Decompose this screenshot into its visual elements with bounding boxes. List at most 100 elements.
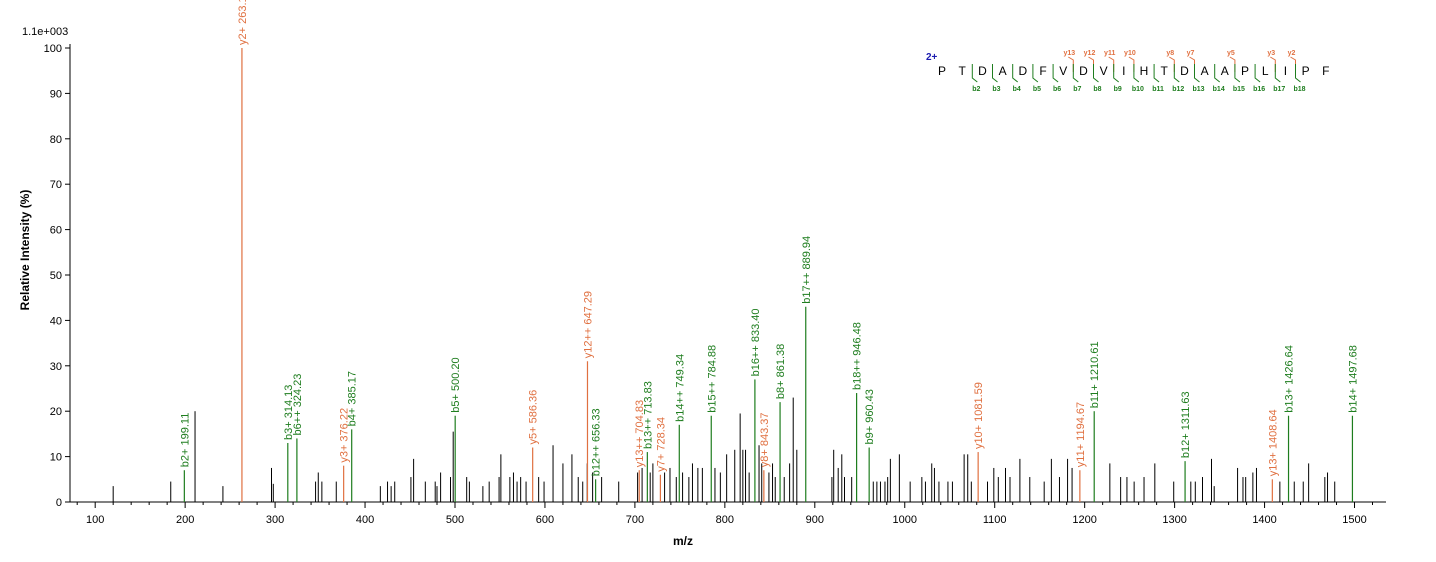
b-fragment-marker: [1194, 64, 1200, 83]
y-tick-label: 10: [50, 452, 62, 464]
b-ion-label: b8+ 861.38: [775, 344, 787, 399]
b-ion-label: b17++ 889.94: [801, 236, 813, 304]
y-ion-label: y13+ 1408.64: [1267, 409, 1279, 476]
x-tick-label: 1000: [893, 514, 917, 526]
x-tick-label: 300: [266, 514, 284, 526]
b-ion-label: b2+ 199.11: [179, 413, 191, 468]
b-fragment-marker: [1133, 64, 1140, 83]
b-fragment-label: b8: [1093, 86, 1101, 93]
b-ion-label: b16++ 833.40: [750, 309, 762, 377]
y-ion-label: y12++ 647.29: [582, 291, 594, 358]
x-tick-label: 1200: [1072, 514, 1096, 526]
b-fragment-label: b4: [1013, 86, 1021, 93]
sequence-residue: L: [1262, 64, 1269, 78]
b-fragment-marker: [1295, 64, 1301, 83]
y-ion-label: y13++ 704.83: [634, 400, 646, 467]
b-fragment-marker: [1113, 64, 1120, 83]
b-fragment-marker: [1093, 64, 1099, 83]
b-fragment-marker: [1012, 64, 1019, 83]
b-fragment-label: b17: [1273, 86, 1285, 93]
b-fragment-label: b6: [1053, 86, 1061, 93]
y-fragment-marker: [1068, 56, 1074, 72]
y-fragment-marker: [1229, 56, 1236, 72]
y-ion-label: y5+ 586.36: [528, 390, 540, 445]
y-fragment-marker: [1169, 56, 1175, 72]
b-ion-label: b5+ 500.20: [450, 357, 462, 412]
b-fragment-label: b16: [1253, 86, 1265, 93]
b-fragment-marker: [1254, 64, 1261, 83]
y-fragment-marker: [1290, 56, 1296, 72]
b-ion-label: b13+ 1426.64: [1284, 345, 1296, 413]
b-fragment-label: b18: [1293, 86, 1305, 93]
y-tick-label: 70: [50, 179, 62, 191]
sequence-residue: T: [1161, 64, 1169, 78]
y-fragment-label: y11: [1104, 50, 1115, 57]
x-tick-label: 1100: [983, 514, 1007, 526]
b-ion-label: b14++ 749.34: [674, 354, 686, 422]
y-ion-label: y2+ 263.14: [237, 0, 249, 45]
y-fragment-label: y13: [1063, 50, 1075, 57]
y-fragment-label: y8: [1166, 50, 1174, 57]
b-fragment-marker: [971, 64, 978, 83]
y-fragment-label: y7: [1187, 50, 1195, 57]
x-tick-label: 100: [86, 514, 104, 526]
b-fragment-label: b2: [972, 86, 980, 93]
y-fragment-label: y2: [1288, 50, 1296, 57]
b-fragment-label: b3: [992, 86, 1000, 93]
x-tick-label: 600: [536, 514, 554, 526]
y-fragment-marker: [1108, 56, 1115, 72]
b-fragment-label: b11: [1152, 86, 1164, 93]
y-tick-label: 60: [50, 225, 62, 237]
charge-state-label: 2+: [926, 52, 938, 63]
b-ion-label: b12+ 1311.63: [1180, 391, 1192, 458]
x-axis-title: m/z: [673, 534, 693, 548]
y-fragment-marker: [1088, 56, 1094, 72]
unlabeled-peak-group: [112, 397, 1336, 502]
b-ion-label: b15++ 784.88: [706, 345, 718, 413]
sequence-residue: V: [1059, 64, 1067, 78]
b-fragment-marker: [1072, 64, 1079, 83]
b-fragment-label: b10: [1132, 86, 1144, 93]
sequence-residue: F: [1322, 64, 1329, 78]
y-ion-label: y8+ 843.37: [759, 412, 771, 467]
b-ion-label: b4+ 385.17: [347, 371, 359, 426]
sequence-residue: T: [959, 64, 967, 78]
b-fragment-label: b13: [1192, 86, 1204, 93]
sequence-residue: A: [1201, 64, 1209, 78]
y-tick-label: 0: [56, 497, 62, 509]
x-tick-label: 400: [356, 514, 374, 526]
x-tick-label: 900: [806, 514, 824, 526]
b-fragment-label: b9: [1114, 86, 1122, 93]
y-fragment-marker: [1270, 56, 1276, 72]
b-ion-label: b14+ 1497.68: [1347, 345, 1359, 413]
sequence-residue: I: [1122, 64, 1125, 78]
b-ion-label: b9+ 960.43: [864, 389, 876, 444]
x-tick-label: 200: [176, 514, 194, 526]
b-ion-label: b12++ 656.33: [591, 408, 603, 476]
b-fragment-label: b14: [1213, 86, 1225, 93]
y-ion-label: y10+ 1081.59: [973, 382, 985, 449]
x-tick-label: 1500: [1342, 514, 1366, 526]
y-ion-label: y3+ 376.22: [339, 408, 351, 463]
b-ion-label: b18++ 946.48: [852, 322, 864, 390]
y-tick-label: 40: [50, 315, 62, 327]
y-ion-label: y11+ 1194.67: [1075, 402, 1087, 467]
b-fragment-label: b15: [1233, 86, 1245, 93]
y-tick-label: 20: [50, 406, 62, 418]
x-tick-label: 800: [716, 514, 734, 526]
b-fragment-marker: [1153, 64, 1160, 83]
y-fragment-label: y3: [1267, 50, 1275, 57]
y-fragment-label: y5: [1227, 50, 1235, 57]
b-fragment-marker: [1234, 64, 1241, 83]
b-fragment-marker: [1214, 64, 1221, 83]
x-tick-label: 700: [626, 514, 644, 526]
b-fragment-marker: [1032, 64, 1039, 83]
b-fragment-marker: [992, 64, 998, 83]
y-fragment-label: y10: [1124, 50, 1136, 57]
sequence-residue: A: [1221, 64, 1229, 78]
sequence-residue: V: [1100, 64, 1108, 78]
y-fragment-marker: [1189, 56, 1195, 72]
sequence-residue: P: [1241, 64, 1249, 78]
